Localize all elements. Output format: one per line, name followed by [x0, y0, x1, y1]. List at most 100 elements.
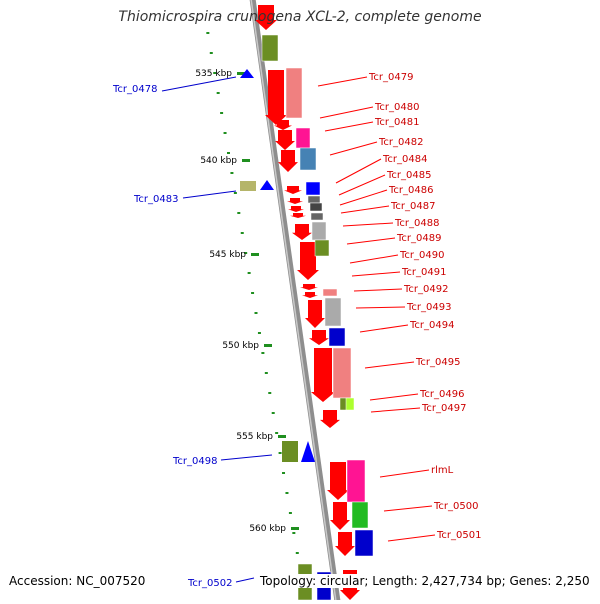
gene-leader-line [383, 505, 433, 512]
gene-label-tcr_0495[interactable]: Tcr_0495 [415, 357, 460, 368]
gene-label-tcr_0484[interactable]: Tcr_0484 [382, 154, 427, 165]
gene-label-tcr_0482[interactable]: Tcr_0482 [378, 137, 423, 148]
ruler-dot [251, 292, 255, 294]
gene-leader-line [340, 205, 390, 214]
forward-gene-arrow [284, 186, 302, 194]
gene-label-tcr_0480[interactable]: Tcr_0480 [374, 102, 419, 113]
forward-gene-arrow [275, 130, 295, 150]
gene-leader-line [338, 174, 386, 196]
forward-gene-arrow [300, 284, 318, 290]
feature-box [351, 501, 369, 529]
ruler-dot [275, 432, 279, 434]
feature-box [309, 202, 323, 212]
reverse-gene-feature [282, 441, 298, 462]
feature-box [328, 327, 346, 347]
forward-gene-arrow [305, 300, 325, 328]
feature-box [305, 181, 321, 196]
gene-label-tcr_0492[interactable]: Tcr_0492 [403, 284, 448, 295]
accession-text: Accession: NC_007520 [7, 574, 148, 588]
ruler-dot [233, 192, 237, 194]
feature-box [310, 212, 324, 221]
forward-gene-arrow [311, 348, 335, 402]
feature-track [240, 5, 374, 601]
gene-label-tcr_0498[interactable]: Tcr_0498 [172, 456, 217, 467]
gene-label-tcr_0494[interactable]: Tcr_0494 [409, 320, 454, 331]
forward-gene-arrow [265, 70, 287, 125]
gene-label-tcr_0493[interactable]: Tcr_0493 [406, 302, 451, 313]
feature-box [322, 288, 338, 297]
gene-leader-line [324, 121, 374, 132]
gene-label-tcr_0488[interactable]: Tcr_0488 [394, 218, 439, 229]
ruler-tick-label: 535 kbp [195, 69, 232, 79]
ruler-dot [223, 132, 227, 134]
feature-box [285, 67, 303, 119]
ruler-dot [288, 512, 292, 514]
ruler-dot [240, 232, 244, 234]
gene-leader-line [349, 254, 399, 264]
gene-label-tcr_0485[interactable]: Tcr_0485 [386, 170, 431, 181]
gene-label-tcr_0489[interactable]: Tcr_0489 [396, 233, 441, 244]
forward-gene-arrow [302, 292, 318, 298]
genome-summary-text: Topology: circular; Length: 2,427,734 bp… [258, 574, 592, 588]
gene-label-tcr_0490[interactable]: Tcr_0490 [399, 250, 444, 261]
gene-label-tcr_0486[interactable]: Tcr_0486 [388, 185, 433, 196]
ruler-dot [261, 352, 265, 354]
ruler-dot [282, 472, 286, 474]
feature-box [311, 221, 327, 241]
ruler-dot [278, 452, 282, 454]
forward-gene-arrow [288, 206, 304, 212]
gene-label-tcr_0483[interactable]: Tcr_0483 [133, 194, 178, 205]
gene-leader-line [220, 454, 273, 461]
gene-leader-line [342, 222, 394, 227]
gene-leader-line [182, 190, 237, 199]
ruler-tick-label: 555 kbp [236, 432, 273, 442]
ruler-dot [285, 492, 289, 494]
feature-box [314, 239, 330, 257]
gene-label-tcr_0478[interactable]: Tcr_0478 [112, 84, 157, 95]
ruler-dot [230, 172, 234, 174]
forward-gene-arrow [287, 198, 303, 204]
ruler-layer: 535 kbp 540 kbp 545 kbp 550 kbp 555 kbp 560 k… [195, 32, 303, 574]
reverse-gene-feature [260, 180, 274, 190]
ruler-dot [220, 112, 224, 114]
ruler-tick [242, 159, 250, 162]
gene-leader-line [317, 76, 368, 87]
gene-label-tcr_0502[interactable]: Tcr_0502 [187, 578, 232, 589]
gene-leader-line [161, 76, 237, 92]
ruler-dot [264, 372, 268, 374]
ruler-tick-label: 550 kbp [222, 341, 259, 351]
ruler-tick-label: 560 kbp [249, 524, 286, 534]
genome-axis-line [249, 0, 341, 604]
gene-leader-line [387, 534, 436, 542]
forward-gene-arrow [335, 532, 355, 556]
feature-box [261, 34, 279, 62]
gene-leader-line [355, 306, 406, 309]
gene-label-tcr_0479[interactable]: Tcr_0479 [368, 72, 413, 83]
reverse-gene-feature [301, 441, 315, 462]
ruler-dot [292, 532, 296, 534]
ruler-dot [295, 552, 299, 554]
gene-label-tcr_0500[interactable]: Tcr_0500 [433, 501, 478, 512]
gene-label-rlml[interactable]: rlmL [431, 465, 454, 476]
forward-gene-arrow [330, 502, 350, 530]
ruler-tick [251, 253, 259, 256]
gene-label-tcr_0487[interactable]: Tcr_0487 [390, 201, 435, 212]
feature-box [346, 459, 366, 503]
gene-label-tcr_0491[interactable]: Tcr_0491 [401, 267, 446, 278]
feature-box [332, 347, 352, 399]
gene-label-tcr_0501[interactable]: Tcr_0501 [436, 530, 481, 541]
ruler-dot [237, 212, 241, 214]
feature-box [345, 397, 355, 411]
gene-leader-line [379, 469, 430, 478]
feature-box [324, 297, 342, 327]
gene-leader-line [329, 141, 378, 156]
ruler-dot [206, 32, 210, 34]
gene-leader-line [369, 393, 419, 401]
gene-label-tcr_0497[interactable]: Tcr_0497 [421, 403, 466, 414]
ruler-tick [291, 527, 299, 530]
forward-gene-arrow [320, 410, 340, 428]
gene-label-tcr_0481[interactable]: Tcr_0481 [374, 117, 419, 128]
feature-box [307, 195, 321, 204]
gene-label-tcr_0496[interactable]: Tcr_0496 [419, 389, 464, 400]
